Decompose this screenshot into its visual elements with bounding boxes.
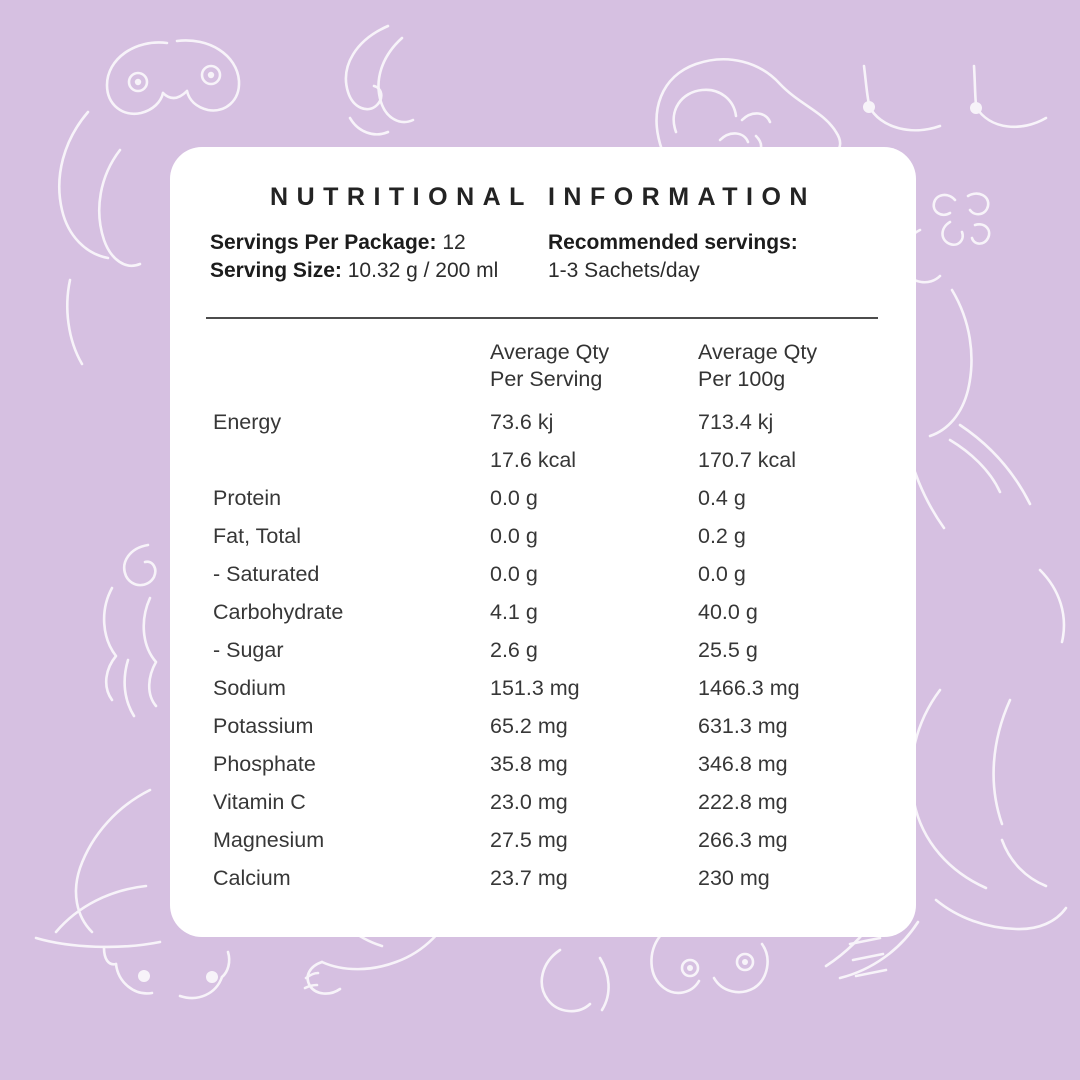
per-serving-value: 0.0 g	[490, 486, 538, 510]
nutrient-name	[213, 441, 490, 479]
per-100g-value: 346.8 mg	[698, 752, 788, 776]
table-header-row: Average Qty Per Serving Average Qty Per …	[213, 339, 886, 393]
per-serving-value: 0.0 g	[490, 524, 538, 548]
sitting-figure-bottom-right-icon	[910, 688, 1068, 931]
per-100g-value: 170.7 kcal	[698, 448, 797, 472]
nutrient-name: Sodium	[213, 676, 286, 700]
hair-curls-left-icon	[102, 543, 158, 718]
flowing-hair-figure-top-icon	[344, 24, 415, 136]
serving-size-label: Serving Size:	[210, 259, 342, 282]
nutrient-name: Phosphate	[213, 752, 316, 776]
header-per-serving-line2: Per Serving	[490, 367, 603, 391]
servings-per-package-label: Servings Per Package:	[210, 231, 437, 254]
header-nutrient-column	[213, 339, 490, 393]
per-100g-value: 0.4 g	[698, 486, 746, 510]
nutrient-name: Protein	[213, 486, 282, 510]
figure-bottom-center-icon	[540, 948, 610, 1013]
per-serving-value: 4.1 g	[490, 600, 538, 624]
breasts-line-art-top-left-icon	[105, 39, 241, 116]
per-serving-value: 151.3 mg	[490, 676, 580, 700]
per-100g-value: 230 mg	[698, 866, 770, 890]
fetus-womb-line-art-icon	[655, 58, 842, 158]
header-per-serving-line1: Average Qty	[490, 340, 610, 364]
nutrient-name: Energy	[213, 410, 282, 434]
per-100g-value: 0.2 g	[698, 524, 746, 548]
side-breasts-line-art-top-right-icon	[862, 64, 1048, 132]
per-serving-value: 35.8 mg	[490, 752, 568, 776]
nutrient-name: - Saturated	[213, 562, 320, 586]
seated-figure-left-icon	[58, 110, 142, 366]
kneeling-figure-bottom-left-icon	[34, 788, 162, 949]
table-row-sugar: - Sugar 2.6 g 25.5 g	[213, 631, 886, 669]
per-100g-value: 0.0 g	[698, 562, 746, 586]
per-serving-value: 73.6 kj	[490, 410, 554, 434]
table-row-saturated: - Saturated 0.0 g 0.0 g	[213, 555, 886, 593]
per-serving-value: 0.0 g	[490, 562, 538, 586]
nutrient-name: Calcium	[213, 866, 291, 890]
page-title: NUTRITIONAL INFORMATION	[270, 183, 816, 211]
divider-line	[206, 317, 878, 319]
curly-hair-figure-right-icon	[898, 192, 1066, 644]
nutrient-name: Vitamin C	[213, 790, 306, 814]
header-per-100g-line2: Per 100g	[698, 367, 786, 391]
per-100g-value: 631.3 mg	[698, 714, 788, 738]
breasts-line-art-bottom-left-icon	[102, 946, 231, 1000]
servings-per-package-line: Servings Per Package: 12	[210, 229, 548, 257]
serving-size-line: Serving Size: 10.32 g / 200 ml	[210, 257, 548, 285]
nutrient-name: Fat, Total	[213, 524, 302, 548]
per-100g-value: 222.8 mg	[698, 790, 788, 814]
serving-info-right-column: Recommended servings: 1-3 Sachets/day	[548, 229, 896, 285]
per-100g-value: 1466.3 mg	[698, 676, 800, 700]
recommended-servings-value: 1-3 Sachets/day	[548, 259, 700, 282]
recommended-servings-label: Recommended servings:	[548, 231, 798, 254]
per-serving-value: 65.2 mg	[490, 714, 568, 738]
table-row-vitamin-c: Vitamin C 23.0 mg 222.8 mg	[213, 783, 886, 821]
serving-info: Servings Per Package: 12 Serving Size: 1…	[210, 229, 896, 285]
header-per-100g-line1: Average Qty	[698, 340, 818, 364]
per-100g-value: 40.0 g	[698, 600, 758, 624]
table-row-fat-total: Fat, Total 0.0 g 0.2 g	[213, 517, 886, 555]
table-row-potassium: Potassium 65.2 mg 631.3 mg	[213, 707, 886, 745]
table-row-protein: Protein 0.0 g 0.4 g	[213, 479, 886, 517]
nutrient-name: Carbohydrate	[213, 600, 344, 624]
per-100g-value: 25.5 g	[698, 638, 758, 662]
nutrition-card: NUTRITIONAL INFORMATION Servings Per Pac…	[170, 147, 916, 937]
table-row-carbohydrate: Carbohydrate 4.1 g 40.0 g	[213, 593, 886, 631]
serving-info-left-column: Servings Per Package: 12 Serving Size: 1…	[210, 229, 548, 285]
per-100g-value: 713.4 kj	[698, 410, 774, 434]
breasts-line-art-bottom-center-icon	[650, 934, 769, 995]
per-100g-value: 266.3 mg	[698, 828, 788, 852]
table-row-calcium: Calcium 23.7 mg 230 mg	[213, 859, 886, 897]
nutrient-name: Magnesium	[213, 828, 325, 852]
table-row-energy: Energy 73.6 kj 713.4 kj	[213, 403, 886, 441]
table-row-magnesium: Magnesium 27.5 mg 266.3 mg	[213, 821, 886, 859]
table-row-sodium: Sodium 151.3 mg 1466.3 mg	[213, 669, 886, 707]
header-per-100g: Average Qty Per 100g	[698, 339, 886, 393]
nutrient-name: - Sugar	[213, 638, 284, 662]
per-serving-value: 27.5 mg	[490, 828, 568, 852]
nutrient-name: Potassium	[213, 714, 314, 738]
servings-per-package-value: 12	[442, 231, 466, 254]
header-per-serving: Average Qty Per Serving	[490, 339, 698, 393]
table-row-energy-kcal: 17.6 kcal 170.7 kcal	[213, 441, 886, 479]
per-serving-value: 23.7 mg	[490, 866, 568, 890]
per-serving-value: 2.6 g	[490, 638, 538, 662]
serving-size-value: 10.32 g / 200 ml	[347, 259, 499, 282]
nutrition-table: Average Qty Per Serving Average Qty Per …	[213, 339, 886, 897]
per-serving-value: 17.6 kcal	[490, 448, 577, 472]
table-row-phosphate: Phosphate 35.8 mg 346.8 mg	[213, 745, 886, 783]
per-serving-value: 23.0 mg	[490, 790, 568, 814]
